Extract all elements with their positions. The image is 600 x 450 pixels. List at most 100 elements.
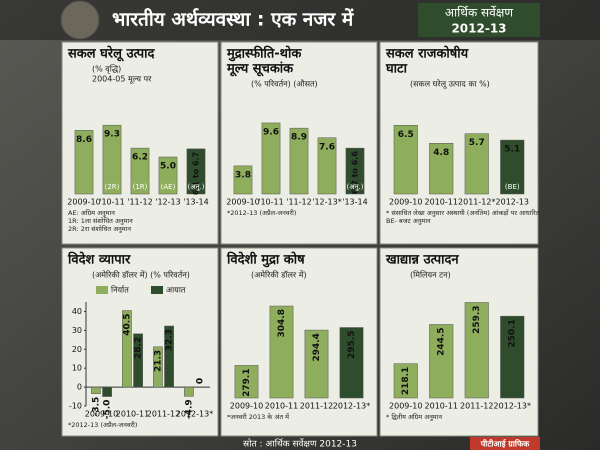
bar — [429, 324, 454, 399]
value-label: 9.3 — [104, 130, 120, 140]
legend-swatch — [96, 286, 108, 294]
value-label: 279.1 — [242, 368, 252, 396]
bar — [158, 156, 178, 195]
x-tick-label: 2011-12 — [460, 402, 493, 411]
legend-label: आयात — [166, 286, 186, 295]
bar — [500, 315, 525, 399]
value-label: 6.2 — [132, 153, 148, 163]
chart-title: घाटा — [385, 62, 408, 77]
x-tick-label: '11-12 — [127, 198, 152, 207]
x-tick-label: 2011-12 — [300, 402, 333, 411]
value-label: 40.5 — [122, 314, 132, 336]
value-label: 5.7 — [469, 138, 485, 148]
value-label: 8.6 — [76, 135, 92, 145]
value-label: 304.8 — [277, 309, 287, 337]
value-label: 0 — [196, 378, 206, 384]
bar — [164, 325, 174, 388]
value-label: 5.0 — [160, 162, 176, 172]
bar — [339, 327, 364, 399]
legend-swatch — [151, 286, 163, 294]
value-label: -5.0 — [103, 400, 113, 420]
x-tick-label: 2011-12 — [147, 410, 180, 419]
y-tick-label: 40 — [72, 307, 82, 316]
bar-note: (अनु.) — [347, 183, 364, 191]
value-label: 21.3 — [153, 350, 163, 372]
value-label: -3.5 — [91, 397, 101, 417]
bar — [102, 386, 112, 397]
bar — [102, 124, 122, 195]
chart-title: मूल्य सूचकांक — [226, 61, 294, 77]
credit: पीटीआई ग्राफिक — [480, 439, 530, 449]
chart-subtitle: (% वृद्धि) — [92, 64, 121, 75]
x-tick-label: 2012-13* — [176, 410, 213, 419]
edition-box — [418, 3, 540, 37]
chart-title: सकल राजकोषीय — [385, 46, 469, 62]
bar — [233, 165, 253, 195]
x-tick-label: 2010-11 — [425, 198, 458, 207]
value-label: 6.2 to 6.6 — [351, 151, 360, 195]
credit-box — [470, 437, 540, 450]
bar-note: (AE) — [161, 183, 176, 191]
bar — [464, 133, 489, 195]
y-tick-label: 20 — [72, 345, 82, 354]
bar — [464, 302, 489, 399]
footnote: 1R: 1ला संशोधित अनुमान — [68, 217, 133, 225]
footnote: AE: अग्रिम अनुमान — [68, 209, 115, 217]
value-label: 6.1 to 6.7 — [192, 152, 201, 195]
value-label: 7.6 — [319, 142, 335, 152]
edition-year: 2012-13 — [451, 22, 506, 36]
chart-title: विदेश व्यापार — [67, 252, 131, 268]
bar — [130, 147, 150, 195]
value-label: 4.8 — [433, 148, 449, 158]
x-tick-label: 2009-10 — [389, 198, 422, 207]
x-tick-label: 2010-11 — [425, 402, 458, 411]
x-tick-label: 2010-11 — [116, 410, 149, 419]
footnote: 2R: 2रा संशोधित अनुमान — [68, 225, 131, 233]
edition: आर्थिक सर्वेक्षण — [445, 6, 513, 20]
x-tick-label: '10-11 — [258, 198, 283, 207]
bar — [269, 305, 294, 399]
value-label: -4.9 — [184, 399, 194, 419]
bar — [500, 139, 525, 195]
value-label: 250.1 — [508, 319, 518, 347]
bar — [153, 346, 163, 388]
chart-title: विदेशी मुद्रा कोष — [226, 252, 305, 268]
value-label: 294.4 — [312, 333, 322, 361]
value-label: 32.3 — [165, 329, 175, 351]
y-tick-label: -10 — [69, 402, 82, 411]
x-tick-label: 2012-13* — [333, 402, 370, 411]
chart-subtitle: (सकल घरेलू उत्पाद का %) — [410, 79, 490, 90]
value-label: 6.5 — [398, 130, 414, 140]
bar — [429, 143, 454, 195]
footnote: *2012-13 (अप्रैल-जनवरी) — [68, 421, 137, 429]
bar — [184, 386, 194, 397]
y-tick-label: 30 — [72, 326, 82, 335]
x-tick-label: 2011-12* — [458, 198, 495, 207]
bar-note: (2R) — [105, 183, 120, 191]
x-tick-label: '10-11 — [99, 198, 124, 207]
bar — [345, 147, 365, 195]
footnote: BE- बजट अनुमान — [386, 217, 431, 225]
legend-label: निर्यात — [111, 285, 129, 295]
value-label: 259.3 — [472, 305, 482, 333]
footnote: * द्वितीय अग्रिम अनुमान — [386, 413, 442, 421]
value-label: 218.1 — [401, 367, 411, 395]
value-label: 295.5 — [347, 331, 357, 359]
value-label: 9.6 — [263, 127, 279, 137]
x-tick-label: 2009-10 — [230, 402, 263, 411]
bar — [317, 137, 337, 195]
value-label: 5.1 — [504, 145, 520, 155]
chart-subtitle: (अमेरिकी डॉलर में) — [251, 270, 307, 280]
x-tick-label: '12-13* — [312, 198, 341, 207]
header-title: भारतीय अर्थव्यवस्था : एक नजर में — [112, 8, 354, 31]
charts: सकल घरेलू उत्पाद (% वृद्धि)2004-05 मूल्य … — [61, 41, 540, 437]
bar — [91, 386, 101, 394]
bar — [122, 310, 132, 388]
bar — [234, 365, 259, 399]
x-tick-label: 2009-10 — [226, 198, 259, 207]
value-label: 244.5 — [437, 327, 447, 355]
footnote: *जनवरी 2013 के अंत में — [227, 413, 289, 421]
value-label: 3.8 — [235, 170, 251, 180]
bar — [261, 122, 281, 195]
x-tick-label: 2009-10 — [85, 410, 118, 419]
